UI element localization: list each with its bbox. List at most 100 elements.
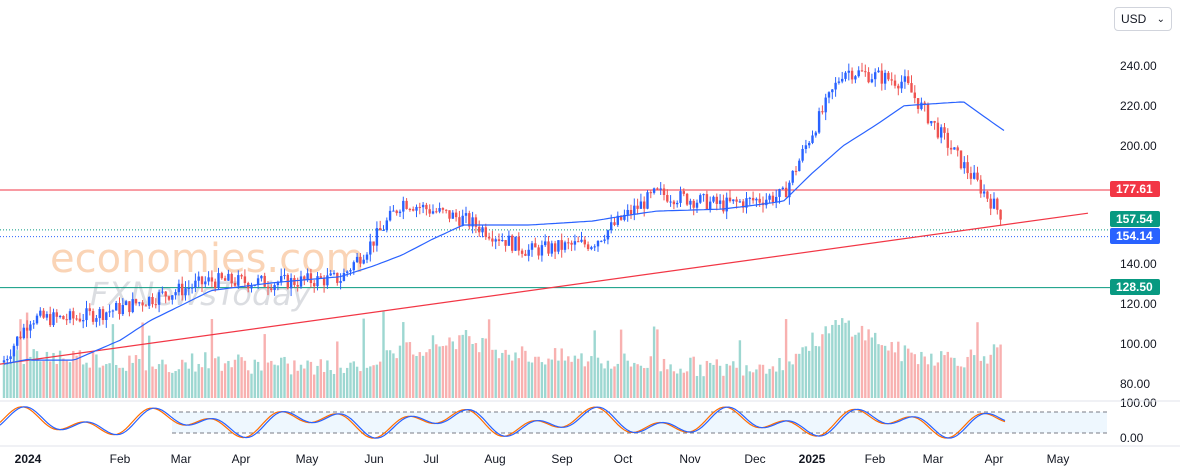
volume-bar	[699, 364, 702, 398]
volume-bar	[735, 367, 738, 398]
volume-bar	[893, 352, 897, 398]
volume-bar	[989, 354, 992, 398]
candle	[659, 182, 662, 195]
candle	[649, 189, 652, 199]
volume-bar	[705, 360, 709, 398]
volume-bar	[728, 365, 732, 398]
svg-text:177.61: 177.61	[1116, 182, 1153, 196]
volume-bar	[761, 364, 765, 398]
candle	[184, 281, 187, 301]
candle	[834, 77, 837, 97]
volume-bar	[567, 356, 570, 398]
volume-bar	[118, 367, 121, 398]
candle	[672, 199, 676, 210]
trendline[interactable]	[0, 212, 1089, 365]
volume-bar	[385, 350, 388, 398]
candle	[313, 279, 316, 293]
volume-bar	[897, 341, 900, 398]
candle	[101, 306, 105, 325]
price-axis-label: 80.00	[1120, 377, 1150, 391]
candle	[801, 145, 804, 163]
candle	[616, 211, 619, 227]
volume-bar	[25, 312, 29, 398]
volume-bar	[108, 363, 111, 398]
candle	[415, 204, 418, 218]
candle	[722, 194, 725, 214]
volume-bar	[336, 341, 339, 398]
candle	[540, 240, 544, 262]
candle	[58, 314, 62, 319]
volume-bar	[969, 349, 973, 398]
volume-bar	[355, 366, 359, 398]
volume-bar	[197, 363, 200, 398]
candle	[240, 273, 243, 280]
volume-bar	[959, 366, 963, 398]
volume-bar	[883, 345, 887, 398]
candle	[953, 147, 956, 150]
volume-bar	[412, 354, 415, 398]
candle	[336, 272, 339, 286]
volume-bar	[725, 363, 728, 398]
candle	[491, 230, 494, 247]
candle	[115, 300, 118, 311]
candle	[524, 249, 527, 257]
price-axis-label: 200.00	[1120, 139, 1157, 153]
candle	[105, 311, 108, 328]
candle	[385, 217, 388, 233]
volume-bar	[996, 347, 999, 398]
moving-average-line	[3, 101, 1005, 365]
currency-select[interactable]: USD ⌄	[1114, 7, 1172, 31]
volume-bar	[781, 370, 784, 398]
candle	[405, 198, 408, 210]
volume-bar	[72, 350, 75, 398]
price-axis-label: 100.00	[1120, 337, 1157, 351]
candle	[227, 269, 230, 281]
candle	[237, 270, 240, 289]
candle	[646, 190, 649, 210]
price-badge: 154.14	[1110, 228, 1160, 244]
candle	[662, 184, 666, 201]
volume-bar	[35, 351, 39, 398]
candle	[666, 189, 669, 203]
volume-bar	[834, 320, 837, 398]
volume-bar	[963, 367, 966, 398]
volume-bar	[65, 360, 68, 398]
candle	[425, 202, 428, 216]
volume-bar	[68, 362, 72, 398]
volume-bar	[847, 320, 850, 398]
volume-bar	[636, 364, 639, 398]
candle	[973, 165, 976, 180]
candle	[418, 202, 421, 215]
moving-average-path	[3, 101, 1005, 365]
candle	[332, 270, 336, 276]
candle	[428, 204, 431, 218]
candle	[398, 209, 402, 218]
candle	[217, 267, 220, 290]
candle	[181, 276, 184, 301]
volume-bar	[6, 363, 9, 398]
candle	[283, 268, 286, 280]
candle	[844, 71, 847, 82]
volume-bar	[58, 350, 62, 398]
candle	[537, 244, 540, 260]
volume-bar	[577, 358, 580, 398]
volume-bar	[943, 355, 946, 398]
volume-bar	[649, 356, 652, 398]
volume-bar	[425, 352, 428, 398]
candle	[134, 298, 138, 306]
volume-bar	[520, 346, 524, 398]
volume-bar	[573, 355, 577, 398]
candle	[784, 181, 788, 198]
volume-bar	[633, 362, 636, 398]
price-axis[interactable]: 240.00 220.00 200.00 140.00 120.00 100.00 80.0…	[1120, 59, 1157, 445]
candle	[32, 320, 35, 329]
time-axis[interactable]: 2024 Feb Mar Apr May Jun Jul Aug Sep Oct Nov Dec 202…	[15, 452, 1070, 466]
candle	[91, 308, 95, 325]
volume-bar	[161, 359, 164, 398]
candle	[728, 190, 732, 203]
candle	[907, 70, 910, 85]
candle	[788, 180, 791, 205]
volume-bar	[778, 357, 781, 398]
volume-bar	[62, 358, 65, 398]
